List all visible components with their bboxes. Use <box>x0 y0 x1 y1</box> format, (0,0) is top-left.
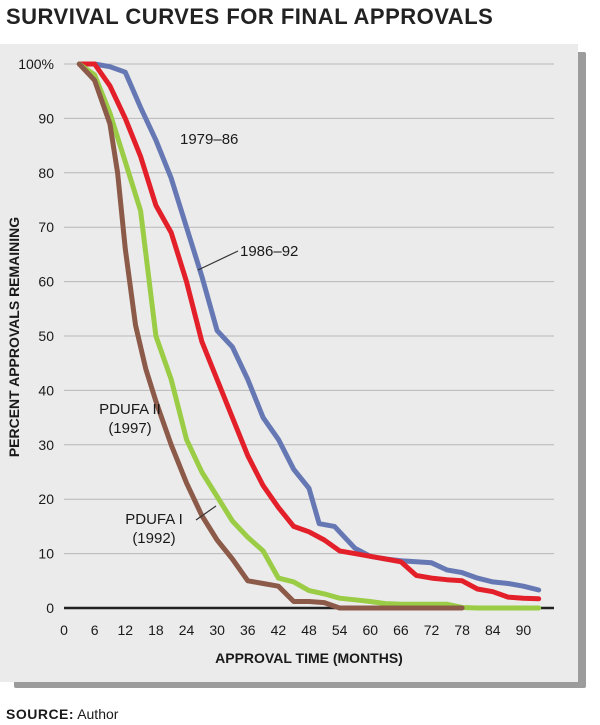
x-axis-label: APPROVAL TIME (MONTHS) <box>215 650 403 666</box>
y-tick-labels: 0 10 20 30 40 50 60 70 80 90 100% <box>18 56 54 616</box>
x-tick-label: 24 <box>179 622 195 638</box>
x-tick-labels: 0 6 12 18 24 30 36 42 48 54 60 66 72 78 84 90 <box>60 622 531 638</box>
x-tick-label: 60 <box>362 622 378 638</box>
x-tick-label: 12 <box>117 622 133 638</box>
annotation-leader <box>195 505 217 521</box>
series-annotation: 1979–86 <box>180 131 238 148</box>
y-tick-label: 0 <box>46 600 54 616</box>
series-line <box>76 61 465 611</box>
x-tick-label: 0 <box>60 622 68 638</box>
source-label: SOURCE: <box>6 706 75 722</box>
annotation-leader <box>197 250 239 271</box>
x-tick-label: 36 <box>240 622 256 638</box>
series-line <box>76 61 542 593</box>
series-annotations: 1979–86 1986–92 PDUFA II (1997) PDUFA I (1992… <box>99 131 298 547</box>
y-tick-label: 60 <box>38 274 54 290</box>
x-tick-label: 48 <box>301 622 317 638</box>
source-note: SOURCE: Author <box>6 706 118 722</box>
series-annotation: 1986–92 <box>240 243 298 260</box>
y-tick-label: 20 <box>38 491 54 507</box>
y-axis-label: PERCENT APPROVALS REMAINING <box>6 217 22 457</box>
x-tick-label: 84 <box>485 622 501 638</box>
x-tick-label: 18 <box>148 622 164 638</box>
series-lines <box>76 61 542 611</box>
x-tick-label: 6 <box>91 622 99 638</box>
gridlines <box>64 63 554 610</box>
source-text: Author <box>77 706 119 722</box>
series-annotation: PDUFA I <box>125 511 183 528</box>
x-tick-label: 90 <box>516 622 532 638</box>
chart-title: SURVIVAL CURVES FOR FINAL APPROVALS <box>6 4 494 29</box>
y-tick-label: 90 <box>38 110 54 126</box>
x-tick-label: 30 <box>209 622 225 638</box>
y-tick-label: 100% <box>18 56 54 72</box>
series-annotation: PDUFA II <box>99 401 161 418</box>
y-tick-label: 50 <box>38 328 54 344</box>
chart-panel <box>0 44 578 682</box>
series-annotation: (1997) <box>108 420 151 437</box>
y-tick-label: 40 <box>38 382 54 398</box>
survival-chart: 0 10 20 30 40 50 60 70 80 90 100% 0 6 12 18 24 30 36 42 48… <box>6 56 554 666</box>
x-tick-label: 42 <box>271 622 287 638</box>
y-tick-label: 10 <box>38 546 54 562</box>
series-annotation: (1992) <box>132 530 175 547</box>
x-tick-label: 54 <box>332 622 348 638</box>
y-tick-label: 80 <box>38 165 54 181</box>
y-tick-label: 30 <box>38 437 54 453</box>
x-tick-label: 72 <box>424 622 440 638</box>
x-tick-label: 66 <box>393 622 409 638</box>
series-line <box>76 61 542 602</box>
y-tick-label: 70 <box>38 219 54 235</box>
x-tick-label: 78 <box>454 622 470 638</box>
